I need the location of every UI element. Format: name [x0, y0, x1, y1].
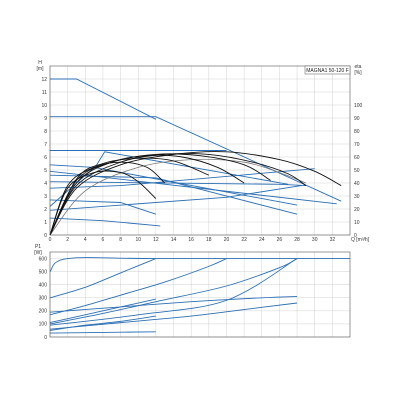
head-tick-label: 5 — [44, 168, 47, 174]
x-tick-label: 26 — [277, 237, 283, 243]
flow-axis-unit: Q [m³/h] — [351, 237, 370, 243]
head-efficiency-chart: 0 2 4 6 8 10 12 14 16 18 20 22 24 26 28 30 3201234567891… — [37, 60, 370, 243]
head-tick-label: 10 — [41, 103, 47, 109]
efficiency-tick-label: 20 — [354, 207, 360, 213]
head-tick-label: 3 — [44, 194, 47, 200]
head-curve — [49, 185, 302, 211]
efficiency-curve-light — [49, 158, 307, 236]
efficiency-tick-label: 0 — [354, 233, 357, 239]
head-tick-label: 11 — [42, 90, 47, 96]
head-curve — [49, 199, 157, 215]
power-tick-label: 0 — [44, 335, 47, 341]
efficiency-curve — [49, 154, 245, 236]
head-axis-unit-symbol: H — [38, 60, 42, 66]
efficiency-tick-label: 60 — [354, 155, 360, 161]
head-curve — [49, 217, 161, 227]
x-tick-label: 22 — [241, 237, 247, 243]
power-curve — [49, 331, 156, 334]
power-tick-label: 400 — [39, 282, 48, 288]
head-chart-series — [49, 78, 342, 227]
head-axis-unit: [m] — [37, 66, 45, 72]
power-curve — [49, 258, 298, 326]
efficiency-curve — [49, 170, 157, 236]
x-tick-label: 12 — [153, 237, 159, 243]
head-tick-label: 8 — [44, 129, 47, 135]
power-chart-ticks: 0 100 200 300 400 500 600 — [39, 256, 48, 340]
power-axis-unit-symbol: P1 — [35, 244, 41, 250]
x-tick-label: 2 — [66, 237, 69, 243]
efficiency-tick-label: 100 — [354, 103, 363, 109]
efficiency-chart-series — [49, 151, 342, 236]
power-tick-label: 100 — [39, 322, 48, 328]
head-tick-label: 12 — [41, 77, 47, 83]
head-tick-label: 6 — [44, 155, 47, 161]
power-curve — [49, 258, 157, 299]
power-curve — [49, 258, 227, 316]
head-curve — [49, 181, 306, 187]
efficiency-curve — [49, 153, 271, 236]
efficiency-curve — [49, 157, 209, 236]
power-curve — [49, 258, 298, 325]
efficiency-tick-label: 90 — [354, 116, 360, 122]
x-tick-label: 24 — [259, 237, 265, 243]
x-tick-label: 18 — [206, 237, 212, 243]
head-tick-label: 9 — [44, 116, 47, 122]
x-tick-label: 14 — [171, 237, 177, 243]
efficiency-curve — [49, 152, 307, 236]
head-tick-label: 4 — [44, 181, 47, 187]
x-tick-label: 4 — [84, 237, 87, 243]
power-axis-unit: [W] — [34, 250, 42, 256]
head-chart-ticks: 0 2 4 6 8 10 12 14 16 18 20 22 24 26 28 30 3201234567891… — [41, 77, 362, 243]
efficiency-tick-label: 30 — [354, 194, 360, 200]
head-tick-label: 2 — [44, 207, 47, 213]
x-tick-label: 32 — [330, 237, 336, 243]
model-label: MAGNA1 50-120 F — [306, 68, 349, 74]
power-curve — [49, 257, 350, 272]
power-tick-label: 300 — [39, 296, 48, 302]
x-tick-label: 0 — [49, 237, 52, 243]
head-curve — [50, 78, 157, 120]
power-chart: 0 100 200 300 400 500 600 P1 [W] — [34, 244, 351, 341]
efficiency-tick-label: 70 — [354, 142, 360, 148]
power-curve — [49, 302, 298, 330]
efficiency-curve — [49, 151, 342, 236]
head-curve — [49, 174, 298, 215]
efficiency-tick-label: 80 — [354, 129, 360, 135]
x-tick-label: 16 — [188, 237, 194, 243]
x-tick-label: 10 — [135, 237, 141, 243]
efficiency-axis-unit-symbol: eta — [355, 64, 362, 70]
efficiency-tick-label: 40 — [354, 181, 360, 187]
power-tick-label: 500 — [39, 269, 48, 275]
head-curve — [50, 116, 342, 202]
x-tick-label: 20 — [224, 237, 230, 243]
power-chart-series — [49, 257, 350, 334]
power-tick-label: 600 — [39, 256, 48, 262]
x-tick-label: 28 — [294, 237, 300, 243]
power-curve — [49, 298, 156, 324]
head-curve — [49, 151, 289, 207]
power-tick-label: 200 — [39, 309, 48, 315]
model-label-box — [304, 65, 351, 75]
efficiency-tick-label: 10 — [354, 220, 360, 226]
head-tick-label: 1 — [44, 220, 47, 226]
power-chart-frame — [49, 251, 351, 338]
x-tick-label: 6 — [102, 237, 105, 243]
x-tick-label: 30 — [312, 237, 318, 243]
head-tick-label: 0 — [44, 233, 47, 239]
efficiency-curve — [49, 161, 166, 236]
efficiency-axis-unit: [%] — [354, 70, 362, 76]
x-tick-label: 8 — [119, 237, 122, 243]
power-curve — [49, 296, 298, 313]
efficiency-tick-label: 50 — [354, 168, 360, 174]
head-chart-frame — [49, 65, 351, 236]
head-tick-label: 7 — [44, 142, 47, 148]
